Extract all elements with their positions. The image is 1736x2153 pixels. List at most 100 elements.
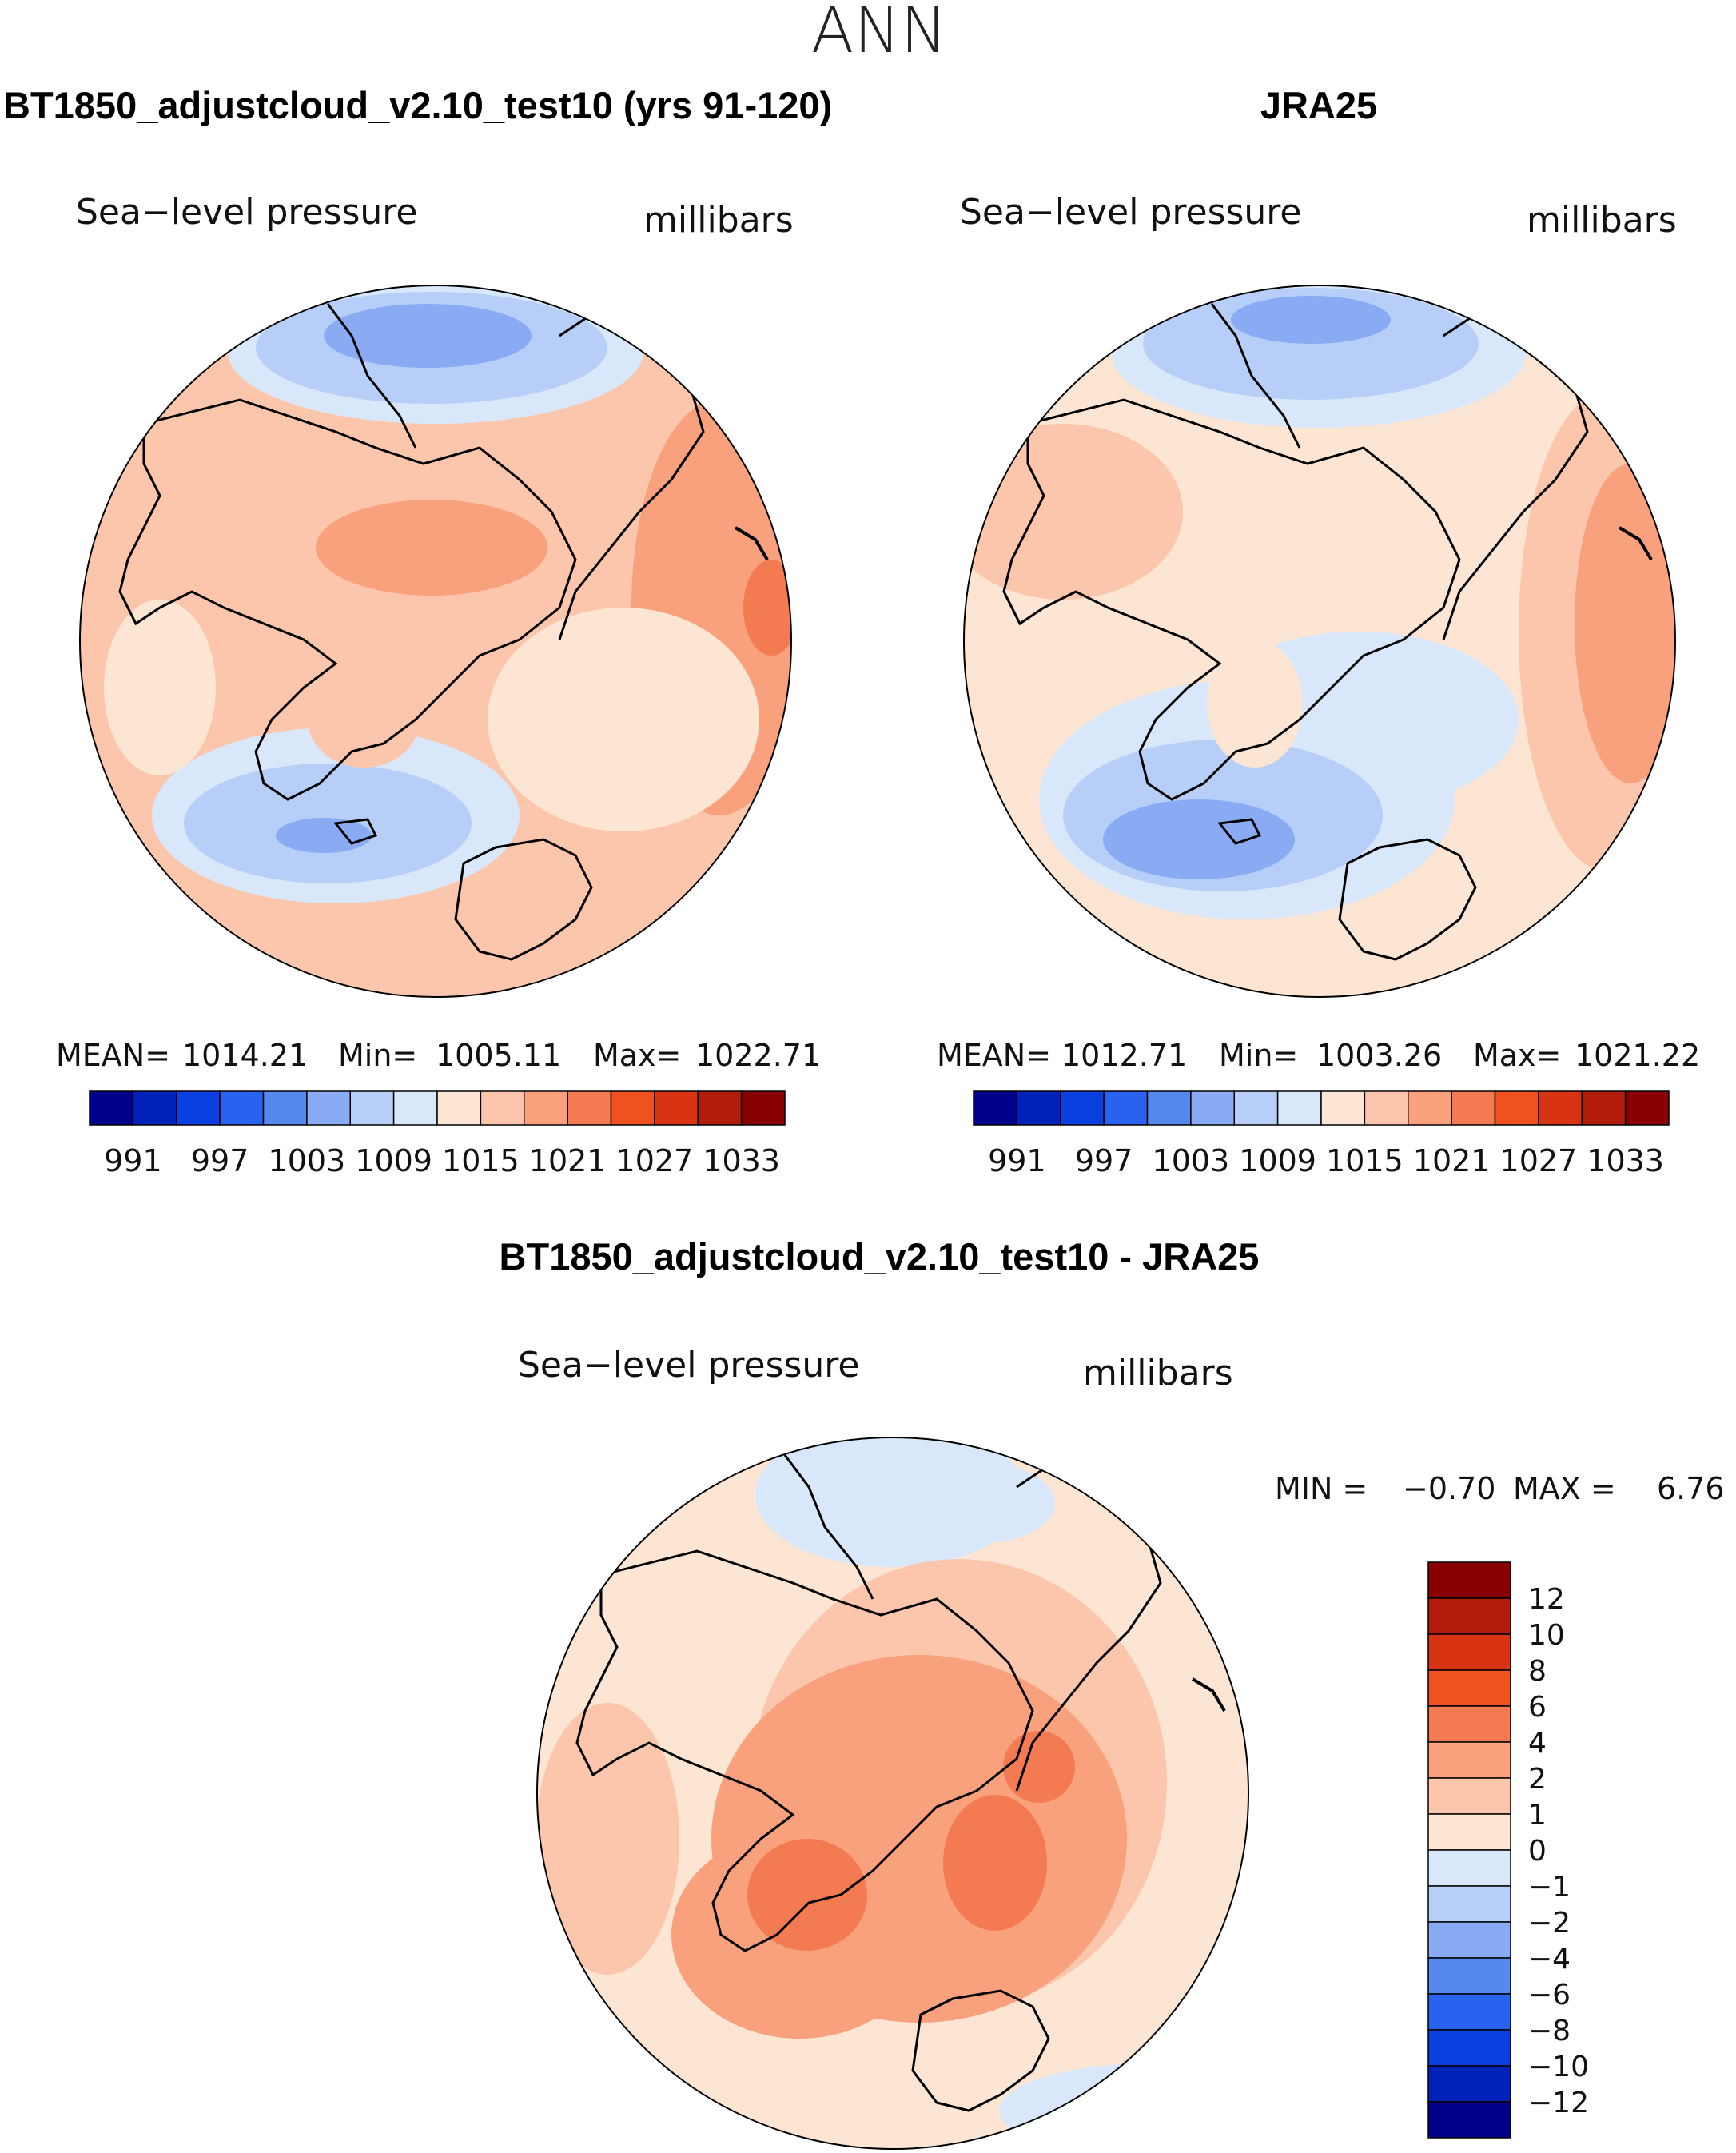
diff-colorbar-swatch [1427,1705,1511,1743]
panel-obs-max-label: Max= [1473,1038,1561,1073]
obs-colorbar-tick-label: 1033 [1587,1143,1664,1178]
panel-diff-min: −0.70 [1403,1471,1495,1506]
panel-obs-max: 1021.22 [1575,1038,1700,1073]
diff-colorbar-tick-label: 8 [1528,1655,1547,1688]
diff-colorbar-swatch [1427,2065,1511,2103]
panel-model-variable: Sea−level pressure [76,192,418,233]
panel-model-mean: 1014.21 [182,1038,308,1073]
panel-obs-title: JRA25 [1260,84,1377,126]
panel-model-max-label: Max= [593,1038,681,1073]
diff-colorbar-swatch [1427,1813,1511,1851]
panel-diff-variable: Sea−level pressure [518,1345,860,1385]
panel-obs-min: 1003.26 [1316,1038,1442,1073]
model-colorbar-swatch [306,1090,351,1126]
diff-colorbar-swatch [1427,1597,1511,1635]
model-colorbar-swatch [524,1090,568,1126]
panel-obs-mean: 1012.71 [1061,1038,1187,1073]
diff-colorbar-swatch [1427,1885,1511,1923]
model-colorbar-swatch [610,1090,655,1126]
diff-colorbar-swatch [1427,1741,1511,1779]
obs-colorbar-swatch [1103,1090,1149,1126]
panel-model-max: 1022.71 [695,1038,821,1073]
diff-colorbar-tick-label: −10 [1528,2051,1589,2083]
model-colorbar-tick-label: 991 [104,1143,162,1178]
diff-colorbar-tick-label: −1 [1528,1871,1571,1904]
panel-model: BT1850_adjustcloud_v2.10_test10 (yrs 91-… [3,84,832,1178]
diff-colorbar-tick-label: 10 [1528,1619,1565,1652]
polar-map-model [80,285,791,997]
diff-colorbar-swatch [1427,1993,1511,2031]
obs-colorbar-tick-label: 1027 [1500,1143,1578,1178]
polar-map-obs [964,285,1675,997]
model-colorbar-swatch [480,1090,525,1126]
obs-colorbar-swatch [1146,1090,1192,1126]
obs-colorbar-tick-label: 1015 [1326,1143,1404,1178]
panel-diff: BT1850_adjustcloud_v2.10_test10 - JRA25 … [500,1235,1725,2150]
model-colorbar-swatch [740,1090,786,1126]
model-colorbar-swatch [436,1090,482,1126]
diff-colorbar-tick-label: 6 [1528,1691,1547,1724]
model-colorbar-swatch [262,1090,308,1126]
diff-colorbar-swatch [1427,1669,1511,1707]
colorbar-diff [1427,1561,1511,2139]
diff-colorbar-swatch [1427,1921,1511,1959]
obs-colorbar-swatch [1408,1090,1452,1126]
model-colorbar-tick-label: 1027 [616,1143,694,1178]
diff-colorbar-swatch [1427,1777,1511,1815]
obs-colorbar-tick-label: 1021 [1413,1143,1491,1178]
panel-obs: JRA25 Sea−level pressure millibars MEAN= [937,84,1700,1178]
obs-colorbar-swatch [1233,1090,1279,1126]
model-colorbar-swatch [654,1090,699,1126]
panel-model-min: 1005.11 [436,1038,561,1073]
diff-colorbar-tick-label: −2 [1528,1907,1571,1940]
panel-obs-mean-label: MEAN= [937,1038,1051,1073]
obs-colorbar-swatch [1624,1090,1670,1126]
diff-colorbar-tick-label: −12 [1528,2087,1589,2119]
diff-colorbar-tick-label: 4 [1528,1727,1547,1760]
model-colorbar-tick-label: 1003 [269,1143,346,1178]
diff-colorbar-swatch [1427,1849,1511,1887]
obs-colorbar-swatch [1494,1090,1539,1126]
model-colorbar-swatch [132,1090,177,1126]
panel-diff-units: millibars [1083,1353,1233,1393]
obs-colorbar-swatch [1016,1090,1061,1126]
obs-colorbar-tick-label: 991 [988,1143,1046,1178]
colorbar-model [89,1090,786,1126]
obs-colorbar-swatch [1538,1090,1583,1126]
obs-colorbar-swatch [1276,1090,1322,1126]
panel-model-min-label: Min= [338,1038,417,1073]
panel-obs-variable: Sea−level pressure [960,192,1302,233]
model-colorbar-swatch [392,1090,438,1126]
obs-colorbar-swatch [1190,1090,1235,1126]
obs-colorbar-swatch [1364,1090,1409,1126]
colorbar-obs-ticks: 991 997 1003 1009 1015 1021 1027 1033 [988,1143,1664,1178]
obs-colorbar-tick-label: 997 [1075,1143,1133,1178]
panel-model-title: BT1850_adjustcloud_v2.10_test10 (yrs 91-… [3,84,832,126]
model-colorbar-swatch [176,1090,221,1126]
model-colorbar-swatch [219,1090,265,1126]
obs-colorbar-swatch [1451,1090,1496,1126]
model-colorbar-swatch [697,1090,743,1126]
polar-map-diff [537,1437,1248,2149]
diff-colorbar-swatch [1427,1633,1511,1671]
diff-colorbar-swatch [1427,2029,1511,2067]
diff-colorbar-tick-label: 2 [1528,1763,1547,1796]
model-colorbar-tick-label: 1015 [442,1143,520,1178]
obs-colorbar-tick-label: 1003 [1153,1143,1230,1178]
colorbar-model-ticks: 991 997 1003 1009 1015 1021 1027 1033 [104,1143,780,1178]
panel-diff-min-label: MIN = [1275,1471,1368,1506]
model-colorbar-tick-label: 1033 [703,1143,780,1178]
figure-title: ANN [811,0,947,67]
model-colorbar-tick-label: 997 [191,1143,249,1178]
model-colorbar-tick-label: 1021 [529,1143,607,1178]
obs-colorbar-swatch [1581,1090,1627,1126]
panel-diff-title: BT1850_adjustcloud_v2.10_test10 - JRA25 [500,1235,1260,1278]
diff-colorbar-tick-label: −4 [1528,1943,1571,1976]
panel-diff-max-label: MAX = [1513,1471,1616,1506]
panel-model-mean-label: MEAN= [56,1038,170,1073]
diff-colorbar-tick-label: 0 [1528,1835,1547,1868]
panel-diff-max: 6.76 [1657,1471,1725,1506]
diff-colorbar-tick-label: 1 [1528,1799,1547,1832]
model-colorbar-swatch [89,1090,134,1126]
obs-colorbar-swatch [973,1090,1018,1126]
